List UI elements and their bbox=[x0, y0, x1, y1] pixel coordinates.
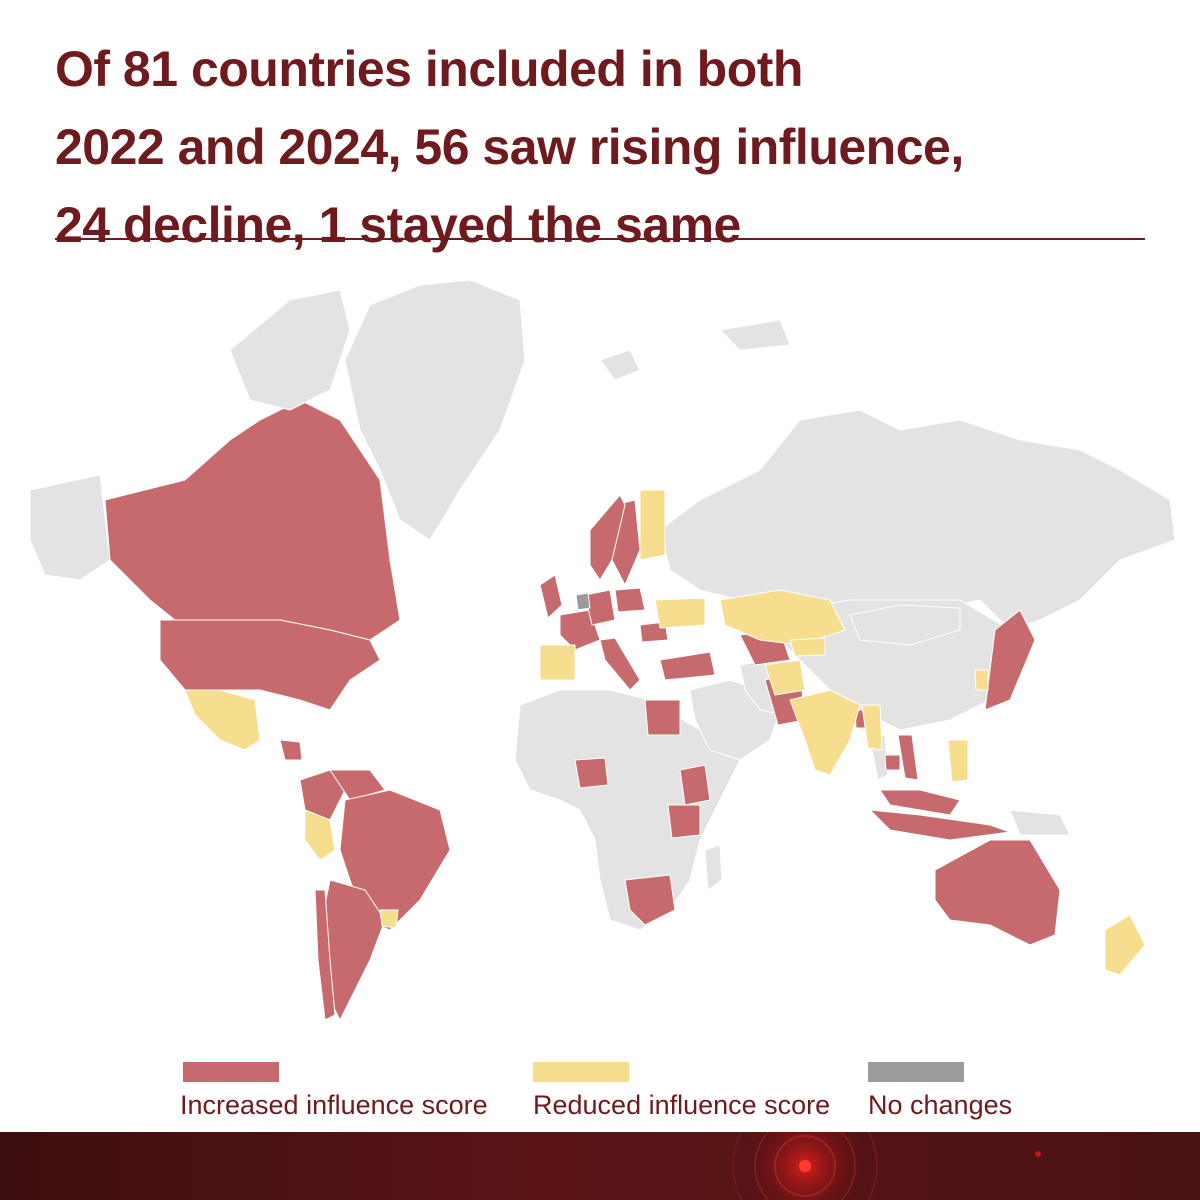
country-malaysia bbox=[879, 789, 961, 816]
country-canada-arctic bbox=[229, 289, 351, 411]
country-canada bbox=[104, 399, 401, 641]
country-ukraine bbox=[654, 597, 706, 629]
country-svalbard bbox=[599, 349, 641, 381]
country-madagascar bbox=[704, 844, 723, 891]
legend: Increased influence score Reduced influe… bbox=[0, 1062, 1200, 1122]
legend-label-increased: Increased influence score bbox=[180, 1090, 488, 1120]
country-colombia bbox=[299, 769, 346, 821]
world-map bbox=[29, 279, 1176, 1021]
country-germany bbox=[584, 589, 616, 626]
legend-item-no-change: No changes bbox=[868, 1062, 1012, 1121]
country-vietnam bbox=[897, 734, 919, 781]
legend-label-no-change: No changes bbox=[868, 1090, 1013, 1120]
country-south-korea bbox=[974, 669, 989, 691]
legend-item-reduced: Reduced influence score bbox=[533, 1062, 830, 1121]
country-australia bbox=[934, 839, 1061, 946]
legend-swatch-increased bbox=[183, 1062, 279, 1082]
country-tanzania bbox=[667, 804, 701, 839]
country-papua bbox=[1009, 809, 1071, 836]
country-kenya bbox=[679, 764, 711, 806]
title-line-3: 24 decline, 1 stayed the same bbox=[55, 197, 741, 253]
country-mexico bbox=[184, 689, 261, 751]
country-netherlands bbox=[575, 592, 591, 611]
country-cambodia bbox=[884, 754, 901, 771]
country-venezuela bbox=[329, 769, 386, 801]
country-mongolia bbox=[849, 604, 961, 646]
country-united-kingdom bbox=[539, 574, 563, 619]
chart-title: Of 81 countries included in both 2022 an… bbox=[55, 30, 1155, 264]
country-turkey bbox=[659, 651, 716, 681]
country-new-zealand bbox=[1104, 914, 1146, 976]
country-spain bbox=[539, 644, 576, 681]
legend-swatch-reduced bbox=[533, 1062, 629, 1082]
title-line-2: 2022 and 2024, 56 saw rising influence, bbox=[55, 119, 964, 175]
country-united-states-ak bbox=[29, 474, 111, 581]
country-philippines bbox=[947, 739, 969, 783]
country-south-africa bbox=[624, 874, 676, 926]
legend-item-increased: Increased influence score bbox=[180, 1062, 488, 1121]
country-france bbox=[559, 609, 601, 651]
country-peru bbox=[304, 809, 336, 861]
country-egypt bbox=[644, 699, 681, 736]
country-japan bbox=[984, 609, 1036, 711]
country-finland bbox=[639, 489, 666, 561]
country-italy bbox=[599, 637, 641, 691]
country-kazakhstan bbox=[719, 589, 846, 646]
radar-decoration bbox=[732, 1132, 1041, 1200]
title-underline bbox=[55, 238, 1145, 240]
country-guatemala bbox=[279, 739, 303, 761]
country-chile bbox=[314, 889, 336, 1021]
footer-banner bbox=[0, 1132, 1200, 1200]
country-india bbox=[789, 689, 861, 776]
legend-swatch-no-change bbox=[868, 1062, 964, 1082]
country-kyrgyzstan bbox=[789, 637, 826, 657]
country-norway bbox=[589, 494, 626, 581]
country-china bbox=[779, 599, 1021, 731]
country-indonesia bbox=[869, 809, 1011, 841]
country-poland bbox=[614, 587, 646, 613]
country-uruguay bbox=[379, 909, 399, 929]
title-line-1: Of 81 countries included in both bbox=[55, 41, 803, 97]
country-nigeria bbox=[574, 757, 609, 789]
country-arctic-islands bbox=[719, 319, 791, 351]
country-greenland bbox=[344, 279, 526, 541]
country-afghanistan bbox=[764, 659, 806, 696]
legend-label-reduced: Reduced influence score bbox=[533, 1090, 831, 1120]
country-myanmar bbox=[861, 704, 883, 751]
